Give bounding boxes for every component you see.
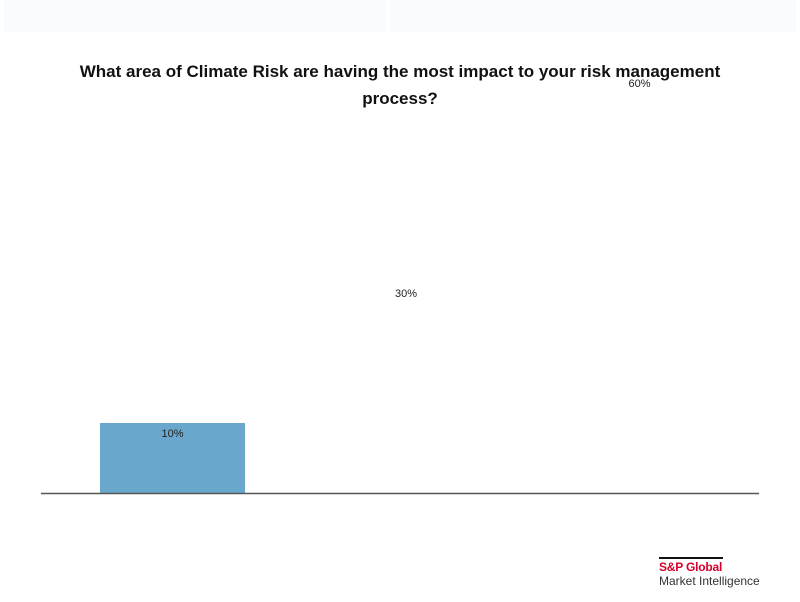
- logo-rule: [659, 557, 723, 559]
- sp-global-logo: S&P Global Market Intelligence: [659, 557, 779, 589]
- data-label-3: 60%: [628, 78, 650, 90]
- top-panel-right: [390, 0, 796, 32]
- bar-1: [100, 423, 245, 493]
- bar-2: [334, 283, 479, 493]
- chart-title: What area of Climate Risk are having the…: [79, 62, 721, 108]
- data-label-1: 10%: [161, 428, 183, 440]
- logo-brand: S&P Global: [659, 560, 723, 574]
- data-labels-group: 10% 30% 60%: [161, 78, 650, 440]
- logo-division: Market Intelligence: [659, 574, 760, 588]
- bar-3: [567, 73, 712, 493]
- top-panel-strip: [0, 0, 800, 32]
- data-label-2: 30%: [395, 288, 417, 300]
- bars-group: [100, 73, 712, 493]
- top-panel-left: [4, 0, 386, 32]
